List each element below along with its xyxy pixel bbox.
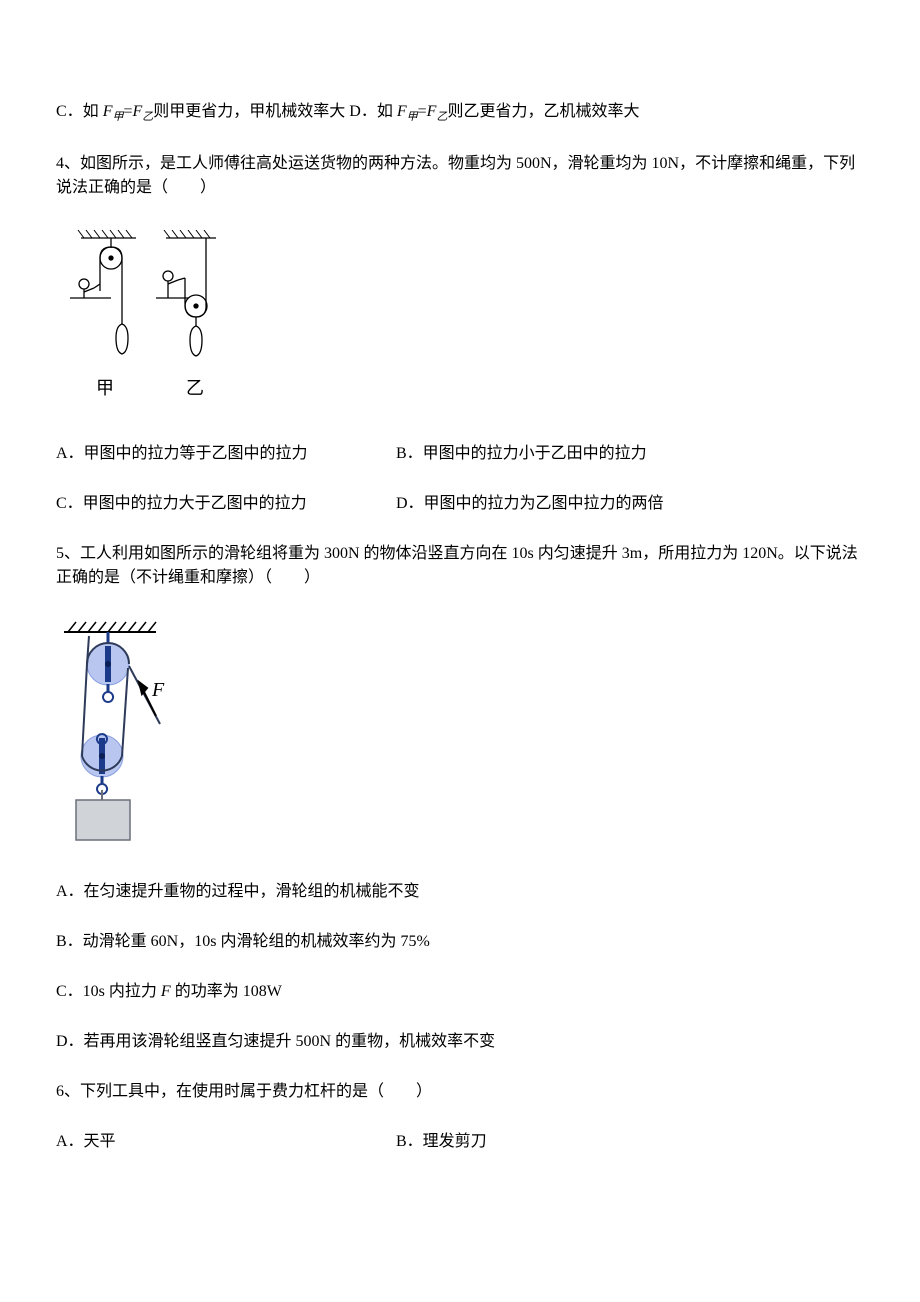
q5-F-label: F (151, 679, 165, 701)
q6-optA: A．天平 (56, 1130, 396, 1154)
q3c-s1: 甲 (112, 111, 123, 123)
q5-figure: F (56, 616, 870, 854)
q3d-s1: 甲 (407, 111, 418, 123)
q4-pulley-diagram-icon: 甲 乙 (56, 226, 226, 416)
q3c-post: 则甲更省力，甲机械效率大 D．如 (153, 103, 397, 120)
q3-options-cd: C．如 F甲=F乙则甲更省力，甲机械效率大 D．如 F甲=F乙则乙更省力，乙机械… (56, 100, 870, 126)
q5-pulley-diagram-icon: F (56, 616, 196, 854)
q5-stem: 5、工人利用如图所示的滑轮组将重为 300N 的物体沿竖直方向在 10s 内匀速… (56, 542, 870, 590)
q3d-eq: = (418, 103, 427, 120)
q4-optB: B．甲图中的拉力小于乙田中的拉力 (396, 442, 870, 466)
q4-options-row2: C．甲图中的拉力大于乙图中的拉力 D．甲图中的拉力为乙图中拉力的两倍 (56, 492, 870, 516)
q4-label-yi: 乙 (186, 378, 204, 398)
q6-options-row1: A．天平 B．理发剪刀 (56, 1130, 870, 1154)
q6-stem: 6、下列工具中，在使用时属于费力杠杆的是（ ） (56, 1080, 870, 1104)
q3c-f1: F (103, 103, 113, 120)
q4-optC: C．甲图中的拉力大于乙图中的拉力 (56, 492, 396, 516)
q3c-pre: C．如 (56, 103, 103, 120)
q4-optA: A．甲图中的拉力等于乙图中的拉力 (56, 442, 396, 466)
q3d-s2: 乙 (436, 111, 447, 123)
q4-options-row1: A．甲图中的拉力等于乙图中的拉力 B．甲图中的拉力小于乙田中的拉力 (56, 442, 870, 466)
q3c-eq: = (123, 103, 132, 120)
q5c-pre: C．10s 内拉力 (56, 983, 161, 1000)
q5c-post: 的功率为 108W (171, 983, 282, 1000)
q3d-post: 则乙更省力，乙机械效率大 (447, 103, 639, 120)
q3c-s2: 乙 (142, 111, 153, 123)
q3c-f2: F (133, 103, 143, 120)
q5-optB: B．动滑轮重 60N，10s 内滑轮组的机械效率约为 75% (56, 930, 870, 954)
q5-optA: A．在匀速提升重物的过程中，滑轮组的机械能不变 (56, 880, 870, 904)
q6-optB: B．理发剪刀 (396, 1130, 870, 1154)
q4-label-jia: 甲 (96, 378, 114, 398)
q5-optC: C．10s 内拉力 F 的功率为 108W (56, 980, 870, 1004)
q5-optD: D．若再用该滑轮组竖直匀速提升 500N 的重物，机械效率不变 (56, 1030, 870, 1054)
q5c-F: F (161, 983, 171, 1000)
q4-optD: D．甲图中的拉力为乙图中拉力的两倍 (396, 492, 870, 516)
q3d-f2: F (427, 103, 437, 120)
q3d-f1: F (397, 103, 407, 120)
q4-stem: 4、如图所示，是工人师傅往高处运送货物的两种方法。物重均为 500N，滑轮重均为… (56, 152, 870, 200)
q4-figure: 甲 乙 (56, 226, 870, 416)
